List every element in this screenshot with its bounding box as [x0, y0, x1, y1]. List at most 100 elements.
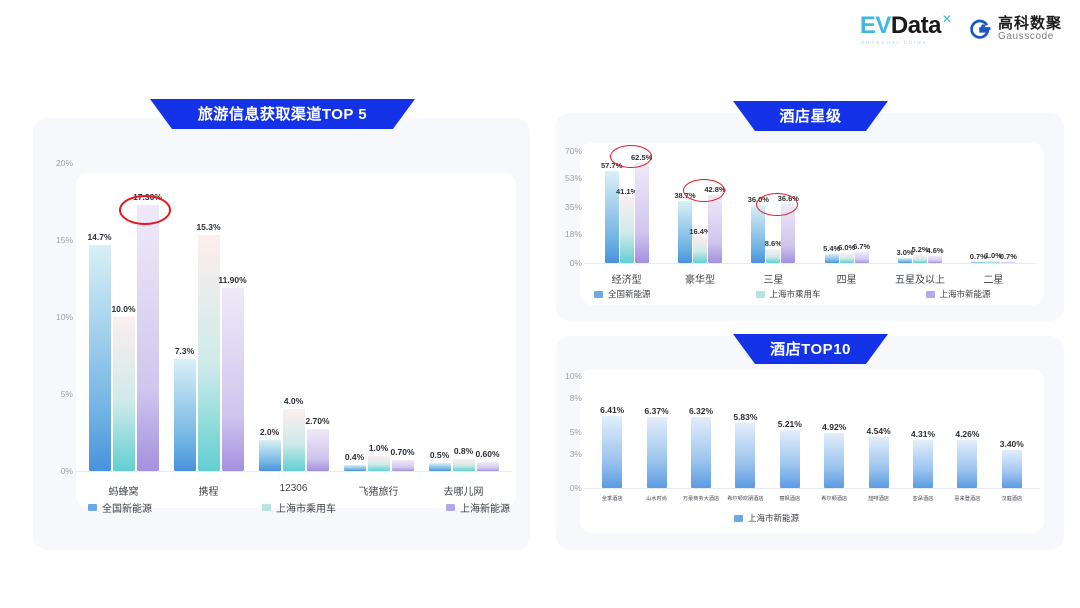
legend-item[interactable]: 上海新能源 [446, 500, 510, 515]
y-axis-tick: 8% [569, 393, 582, 404]
bar[interactable] [634, 163, 649, 263]
bar[interactable] [476, 461, 499, 471]
x-axis-category-label: 喆啡酒店 [868, 496, 889, 502]
gausscode-en: Gausscode [997, 31, 1054, 43]
evdata-logo: EVData ✕ SHANGHAI CHINA [860, 12, 952, 45]
bar[interactable] [898, 258, 912, 263]
bar-value-label: 6.0% [838, 243, 856, 253]
bar-value-label: 36.6% [777, 194, 799, 204]
x-axis-category-label: 蚂蜂窝 [108, 487, 139, 498]
bar[interactable] [957, 440, 978, 488]
legend-item[interactable]: 上海市新能源 [925, 288, 991, 300]
evdata-wordmark: EVData ✕ [860, 12, 952, 39]
bar[interactable] [1001, 261, 1016, 263]
bar-value-label: 7.3% [174, 345, 195, 356]
bar[interactable] [136, 204, 159, 471]
bar-value-label: 4.0% [283, 396, 304, 407]
bar-value-label: 4.6% [926, 245, 944, 255]
bar-value-label: 4.31% [910, 428, 936, 439]
bar[interactable] [868, 437, 889, 488]
bar[interactable] [693, 236, 707, 263]
x-axis-category-label: 亚朵酒店 [912, 496, 934, 502]
y-axis-tick: 20% [55, 158, 73, 168]
y-axis-tick: 18% [564, 229, 582, 240]
x-axis-category-label: 希尔顿酒店 [821, 496, 848, 502]
gausscode-cn: 高科数聚 [997, 15, 1062, 33]
x-axis-category-label: 经济型 [611, 275, 642, 286]
bar-value-label: 0.7% [999, 251, 1017, 261]
legend-label: 上海市乘用车 [769, 289, 821, 299]
legend-item[interactable]: 全国新能源 [594, 288, 651, 300]
x-axis-category-label: 山水时尚 [646, 496, 667, 502]
bar-value-label: 42.8% [704, 184, 726, 194]
legend-item[interactable]: 上海市乘用车 [262, 500, 336, 515]
bar-value-label: 4.26% [955, 429, 980, 440]
bar[interactable] [282, 409, 305, 471]
gausscode-logo: 高科数聚 Gausscode [968, 16, 1062, 42]
bar-value-label: 57.7% [601, 160, 623, 170]
bar[interactable] [221, 287, 244, 471]
y-axis-tick: 0% [569, 258, 582, 268]
bar[interactable] [971, 261, 986, 263]
bar-value-label: 3.0% [896, 248, 914, 258]
bar[interactable] [258, 440, 281, 471]
bar[interactable] [306, 429, 329, 471]
chart-legend: 全国新能源 上海市乘用车 上海市新能源 [594, 288, 991, 300]
legend-label: 上海市新能源 [748, 513, 800, 523]
bar[interactable] [1001, 449, 1022, 488]
legend-label: 上海新能源 [460, 504, 510, 515]
y-axis-tick: 70% [564, 146, 582, 156]
bar-value-label: 16.4% [689, 226, 711, 236]
bar[interactable] [112, 317, 135, 471]
bar[interactable] [173, 358, 196, 471]
y-axis-tick: 15% [55, 235, 73, 245]
bar[interactable] [781, 204, 796, 263]
legend-item[interactable]: 上海市乘用车 [755, 288, 821, 300]
legend-label: 全国新能源 [608, 289, 651, 299]
bar[interactable] [708, 194, 722, 263]
y-axis-tick: 35% [564, 202, 582, 212]
bar-value-label: 6.32% [688, 406, 714, 417]
bar[interactable] [604, 170, 619, 263]
bar[interactable] [839, 253, 854, 263]
bar[interactable] [766, 249, 781, 263]
legend-item[interactable]: 上海市新能源 [734, 512, 799, 524]
bar[interactable] [88, 244, 111, 471]
bar-value-label: 10.0% [111, 304, 136, 314]
bar[interactable] [619, 197, 634, 263]
y-axis-tick: 0% [569, 483, 582, 493]
bar[interactable] [428, 463, 451, 471]
bar-value-label: 2.0% [259, 427, 280, 438]
x-axis-category-label: 四星 [836, 275, 857, 286]
x-axis-category-label: 二星 [983, 275, 1004, 286]
chart-travel-channels: 0% 5% 10% 15% 20% 14.7% 10.0% 17.30% 蚂蜂窝 7.3% 15.3… [33, 118, 530, 550]
bar[interactable] [343, 464, 366, 471]
bar[interactable] [913, 439, 933, 488]
bar[interactable] [824, 432, 845, 488]
bar-value-label: 5.21% [777, 418, 802, 429]
bar[interactable] [928, 255, 942, 263]
bar[interactable] [367, 455, 390, 471]
bar[interactable] [646, 416, 667, 488]
legend-item[interactable]: 全国新能源 [88, 500, 152, 515]
evdata-word-data: Data [890, 12, 942, 39]
bar-value-label: 2.70% [305, 416, 330, 427]
bar-value-label: 0.7% [969, 251, 987, 261]
bar[interactable] [197, 235, 220, 471]
bar[interactable] [391, 460, 414, 471]
bar[interactable] [779, 429, 800, 488]
y-axis-tick: 0% [60, 466, 73, 476]
bar[interactable] [678, 201, 692, 263]
bar[interactable] [751, 205, 766, 263]
bar[interactable] [452, 458, 475, 471]
bar[interactable] [691, 417, 711, 488]
legend-swatch-icon [262, 504, 271, 511]
bar[interactable] [602, 416, 623, 488]
bar[interactable] [913, 254, 927, 263]
bar[interactable] [986, 261, 1001, 263]
bar[interactable] [735, 422, 756, 488]
bar-value-label: 36.0% [747, 195, 769, 205]
legend-swatch-icon [594, 290, 603, 298]
bar[interactable] [824, 254, 839, 263]
bar[interactable] [854, 252, 869, 263]
